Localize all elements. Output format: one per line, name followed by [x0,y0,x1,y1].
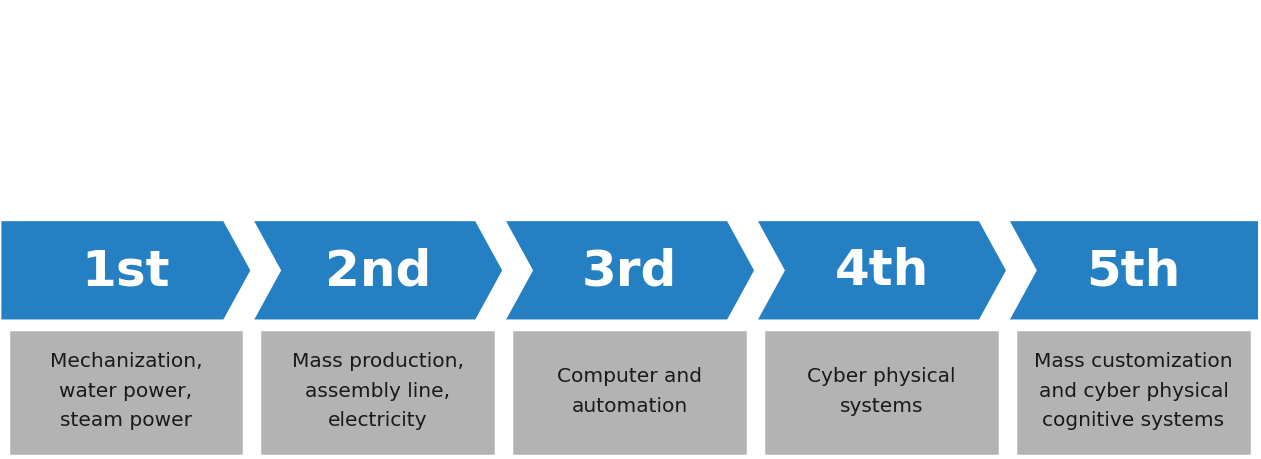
FancyBboxPatch shape [511,330,748,456]
Text: 5th: 5th [1086,247,1180,295]
Text: Mass customization
and cyber physical
cognitive systems: Mass customization and cyber physical co… [1034,352,1233,430]
Polygon shape [503,220,755,321]
Polygon shape [755,220,1008,321]
FancyBboxPatch shape [1015,330,1252,456]
Polygon shape [0,220,252,321]
Text: 4th: 4th [835,247,928,295]
Text: Computer and
automation: Computer and automation [557,366,702,415]
Text: Mechanization,
water power,
steam power: Mechanization, water power, steam power [49,352,202,430]
Polygon shape [252,220,503,321]
FancyBboxPatch shape [763,330,1000,456]
Text: 2nd: 2nd [324,247,431,295]
FancyBboxPatch shape [260,330,497,456]
FancyBboxPatch shape [8,330,245,456]
Text: Mass production,
assembly line,
electricity: Mass production, assembly line, electric… [291,352,464,430]
Text: 1st: 1st [82,247,170,295]
Text: 3rd: 3rd [583,247,677,295]
Polygon shape [1008,220,1260,321]
Text: Cyber physical
systems: Cyber physical systems [807,366,956,415]
